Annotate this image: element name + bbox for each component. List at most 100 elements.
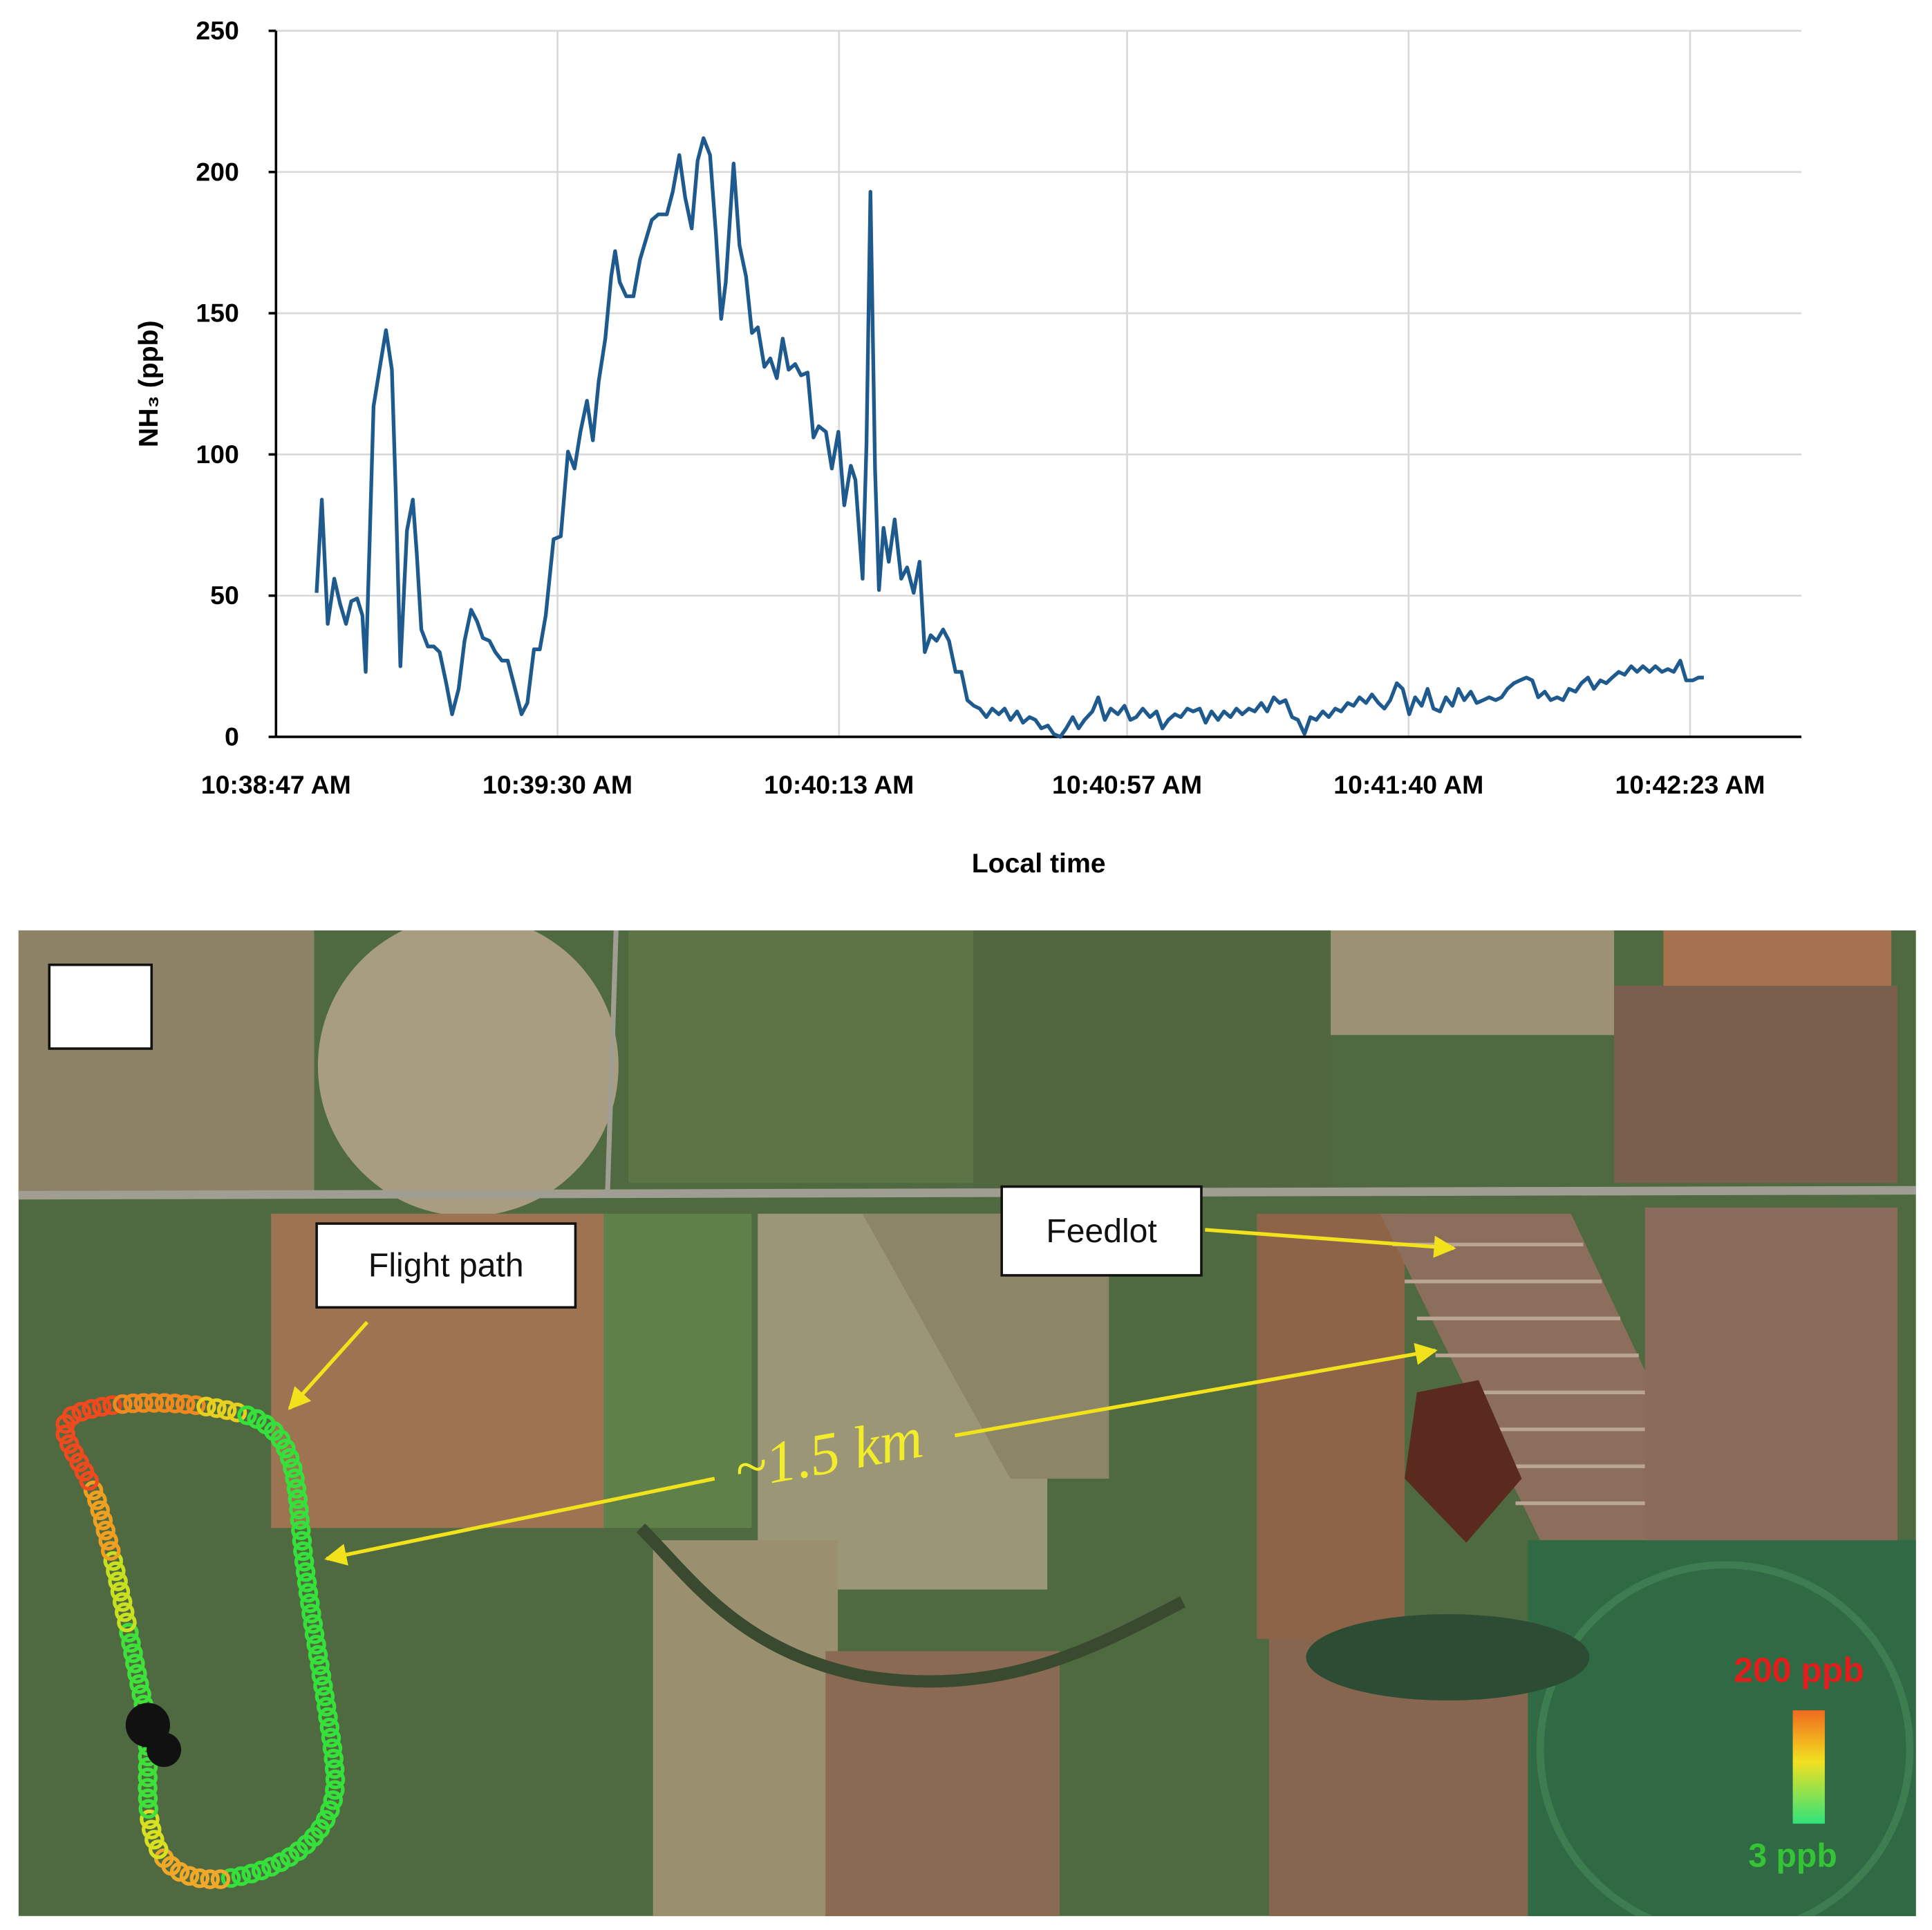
flight-ring bbox=[304, 1624, 325, 1645]
pivot-field bbox=[317, 930, 619, 1217]
field bbox=[1257, 1213, 1405, 1639]
flight-ring bbox=[176, 1394, 196, 1414]
lagoon bbox=[1405, 1380, 1522, 1543]
flight-ring bbox=[294, 1551, 315, 1572]
road bbox=[18, 1186, 1916, 1200]
flight-ring bbox=[90, 1500, 111, 1521]
pivot-ring bbox=[1536, 1561, 1914, 1916]
pond bbox=[1306, 1614, 1590, 1701]
flight-ring bbox=[117, 1612, 137, 1633]
y-tick-label: 200 bbox=[196, 157, 238, 186]
flight-ring bbox=[83, 1480, 104, 1501]
flight-ring bbox=[289, 1499, 309, 1520]
flight-ring bbox=[138, 1778, 158, 1798]
x-tick-label: 10:40:57 AM bbox=[1052, 770, 1202, 799]
y-tick-label: 100 bbox=[196, 440, 238, 469]
label-box bbox=[1000, 1185, 1203, 1277]
flight-ring bbox=[313, 1676, 333, 1696]
y-tick-label: 50 bbox=[210, 581, 239, 610]
flight-ring bbox=[87, 1490, 107, 1510]
flight-ring bbox=[103, 1551, 124, 1571]
flight-ring bbox=[311, 1665, 332, 1686]
flight-ring bbox=[316, 1696, 337, 1717]
flight-path-label: Flight path bbox=[368, 1247, 524, 1284]
field bbox=[653, 1540, 838, 1916]
flight-ring bbox=[207, 1398, 227, 1418]
field bbox=[973, 930, 1331, 1190]
flight-ring bbox=[196, 1396, 216, 1417]
flight-ring bbox=[138, 1799, 159, 1819]
flight-ring bbox=[231, 1866, 252, 1886]
flight-ring bbox=[310, 1655, 330, 1676]
flight-ring bbox=[251, 1860, 272, 1881]
field bbox=[1331, 930, 1615, 1036]
flight-ring bbox=[325, 1780, 345, 1800]
flight-ring bbox=[123, 1643, 143, 1663]
flight-ring bbox=[189, 1868, 210, 1889]
flight-ring bbox=[300, 1593, 320, 1613]
aircraft-start bbox=[147, 1732, 182, 1768]
flight-ring bbox=[261, 1857, 281, 1877]
flight-ring bbox=[320, 1800, 340, 1820]
y-tick-label: 250 bbox=[196, 16, 238, 45]
x-axis-label: Local time bbox=[972, 849, 1106, 879]
x-tick-label: 10:40:13 AM bbox=[764, 770, 914, 799]
flight-ring bbox=[119, 1622, 139, 1643]
flight-ring bbox=[106, 1561, 126, 1582]
flight-ring bbox=[55, 1424, 75, 1445]
flight-ring bbox=[200, 1869, 221, 1889]
flight-ring bbox=[125, 1653, 145, 1674]
flight-ring bbox=[141, 1819, 162, 1839]
flight-ring bbox=[127, 1664, 147, 1684]
blank-box bbox=[48, 963, 153, 1050]
flight-ring bbox=[323, 1790, 344, 1810]
flight-ring bbox=[112, 1592, 133, 1612]
feedlot-pens bbox=[1380, 1213, 1725, 1541]
flight-ring bbox=[306, 1634, 326, 1655]
flight-ring bbox=[129, 1674, 149, 1694]
flight-ring bbox=[144, 1830, 165, 1850]
pivot-field bbox=[1528, 1540, 1916, 1916]
flight-ring bbox=[297, 1573, 317, 1593]
flight-ring bbox=[319, 1717, 340, 1738]
flight-ring bbox=[301, 1603, 321, 1624]
flight-ring bbox=[144, 1393, 165, 1413]
flight-ring bbox=[288, 1489, 308, 1509]
flight-ring bbox=[221, 1868, 241, 1889]
arrows bbox=[288, 1228, 1456, 1566]
y-tick-label: 150 bbox=[196, 299, 238, 328]
flight-ring bbox=[98, 1530, 118, 1550]
colorbar bbox=[1792, 1710, 1825, 1824]
flight-ring bbox=[210, 1869, 231, 1889]
flight-ring bbox=[308, 1645, 328, 1665]
flight-ring bbox=[95, 1520, 116, 1541]
colorbar-max: 200 ppb bbox=[1734, 1651, 1864, 1689]
y-tick-label: 0 bbox=[225, 722, 239, 751]
flight-ring bbox=[325, 1769, 346, 1790]
flight-ring bbox=[286, 1479, 307, 1499]
feedlot-pens bbox=[1614, 986, 1898, 1183]
flight-ring bbox=[298, 1583, 319, 1603]
flight-ring bbox=[295, 1562, 316, 1582]
flight-ring bbox=[121, 1633, 141, 1653]
x-tick-label: 10:42:23 AM bbox=[1615, 770, 1765, 799]
flight-ring bbox=[93, 1510, 113, 1530]
flight-ring bbox=[285, 1468, 305, 1488]
flight-ring bbox=[138, 1768, 158, 1788]
flight-ring bbox=[270, 1852, 291, 1873]
flight-ring bbox=[100, 1541, 121, 1561]
flight-ring bbox=[123, 1393, 143, 1414]
flight-ring bbox=[279, 1448, 300, 1468]
flight-ring bbox=[114, 1602, 135, 1622]
flight-ring bbox=[241, 1864, 261, 1884]
flight-ring bbox=[108, 1571, 128, 1591]
flight-ring bbox=[148, 1839, 169, 1859]
flight-ring bbox=[315, 1686, 335, 1707]
label-box bbox=[315, 1222, 577, 1309]
flight-ring bbox=[283, 1458, 303, 1479]
flight-ring bbox=[91, 1396, 112, 1417]
flight-ring bbox=[113, 1394, 133, 1414]
x-tick-label: 10:38:47 AM bbox=[201, 770, 351, 799]
flight-ring bbox=[322, 1738, 343, 1759]
